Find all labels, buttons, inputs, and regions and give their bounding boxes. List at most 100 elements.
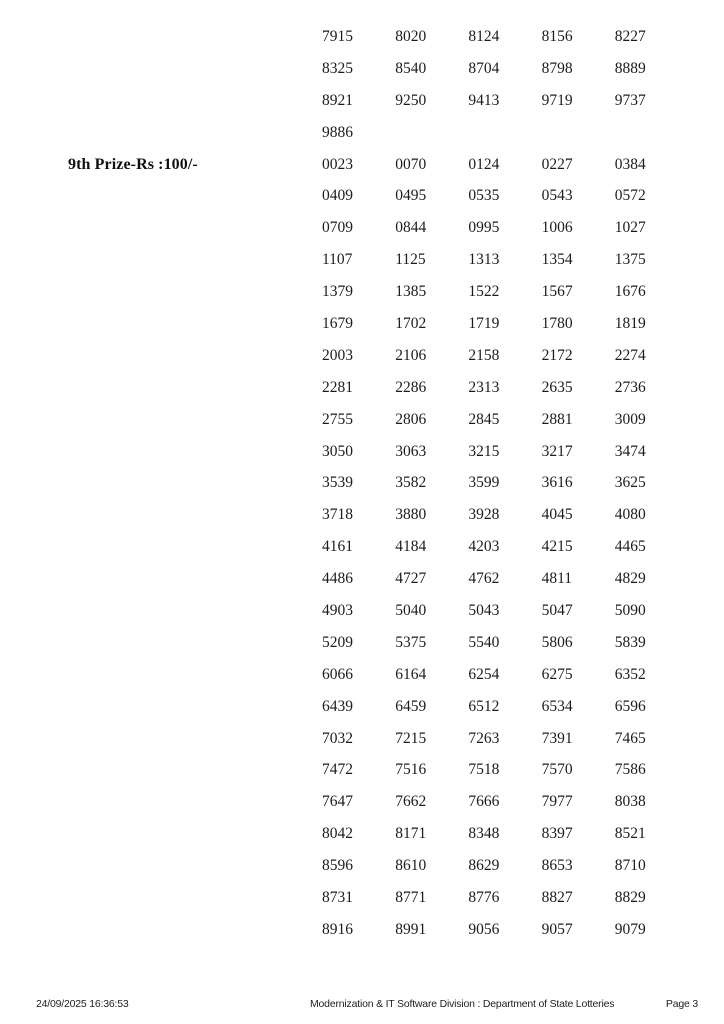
draw-number: 7518	[468, 761, 500, 779]
draw-number: 8171	[395, 825, 427, 843]
result-row: 0409 0495 0535 0543 0572	[0, 180, 724, 212]
draw-number: 4215	[541, 538, 573, 556]
draw-number: 9413	[468, 91, 500, 109]
draw-number: 1567	[541, 283, 573, 301]
draw-number: 4161	[322, 538, 353, 556]
draw-number: 7666	[468, 793, 500, 811]
draw-number: 8704	[468, 59, 500, 77]
draw-number: 0070	[395, 155, 427, 173]
draw-number: 8156	[541, 27, 573, 45]
draw-number: 2281	[322, 378, 353, 396]
draw-number: 1006	[541, 219, 573, 237]
draw-number: 2881	[541, 410, 573, 428]
footer-page-number: Page 3	[665, 998, 698, 1010]
draw-number: 5043	[468, 601, 500, 619]
draw-number: 6352	[614, 665, 646, 683]
draw-number: 1819	[614, 314, 646, 332]
draw-number: 4727	[395, 570, 427, 588]
draw-number: 6164	[395, 665, 427, 683]
draw-number: 1679	[322, 314, 353, 332]
draw-number: 7570	[541, 761, 573, 779]
draw-number: 3616	[541, 474, 573, 492]
result-row: 2281 2286 2313 2635 2736	[0, 372, 724, 404]
draw-number: 8042	[322, 825, 353, 843]
draw-number: 3718	[322, 506, 353, 524]
draw-number: 7662	[395, 793, 427, 811]
draw-number: 5375	[395, 633, 427, 651]
draw-number: 9056	[468, 920, 500, 938]
draw-number: 0844	[395, 219, 427, 237]
draw-number: 9886	[322, 123, 353, 141]
result-row: 8916 8991 9056 9057 9079	[0, 914, 724, 946]
draw-number: 7391	[541, 729, 573, 747]
draw-number: 1522	[468, 283, 500, 301]
result-row: 7915 8020 8124 8156 8227	[0, 21, 724, 53]
draw-number: 8771	[395, 888, 427, 906]
draw-number: 0709	[322, 219, 353, 237]
draw-number: 8827	[541, 888, 573, 906]
result-row: 6439 6459 6512 6534 6596	[0, 691, 724, 723]
draw-number: 8921	[322, 91, 353, 109]
draw-number: 4811	[541, 570, 572, 588]
draw-number: 1027	[614, 219, 646, 237]
draw-number: 2172	[541, 346, 573, 364]
result-row: 7647 7662 7666 7977 8038	[0, 786, 724, 818]
draw-number: 9737	[614, 91, 646, 109]
draw-number: 4762	[468, 570, 500, 588]
result-row: 2755 2806 2845 2881 3009	[0, 404, 724, 436]
draw-number: 2158	[468, 346, 500, 364]
draw-number: 8124	[468, 27, 500, 45]
draw-number: 0124	[468, 155, 500, 173]
footer-division: Modernization & IT Software Division : D…	[310, 998, 615, 1010]
draw-number: 5040	[395, 601, 427, 619]
draw-number: 8889	[614, 59, 646, 77]
draw-number: 8776	[468, 888, 500, 906]
draw-number: 6534	[541, 697, 573, 715]
result-row: 3050 3063 3215 3217 3474	[0, 436, 724, 468]
draw-number: 7915	[322, 27, 353, 45]
draw-number: 2313	[468, 378, 500, 396]
draw-number: 3474	[614, 442, 646, 460]
draw-number: 2003	[322, 346, 353, 364]
draw-number: 3582	[395, 474, 427, 492]
draw-number: 8731	[322, 888, 353, 906]
result-row: 8042 8171 8348 8397 8521	[0, 818, 724, 850]
draw-number: 5806	[541, 633, 573, 651]
draw-number: 3050	[322, 442, 353, 460]
draw-number: 4486	[322, 570, 353, 588]
draw-number: 6439	[322, 697, 353, 715]
draw-number: 5839	[614, 633, 646, 651]
result-row: 9th Prize-Rs :100/- 0023 0070 0124 0227 0384	[0, 149, 724, 181]
draw-number: 8629	[468, 857, 500, 875]
draw-number: 8991	[395, 920, 427, 938]
draw-number: 8348	[468, 825, 500, 843]
draw-number: 4080	[614, 506, 646, 524]
draw-number: 3928	[468, 506, 500, 524]
draw-number: 8325	[322, 59, 353, 77]
draw-number: 7465	[614, 729, 646, 747]
draw-number: 3215	[468, 442, 500, 460]
draw-number: 6066	[322, 665, 353, 683]
draw-number: 7263	[468, 729, 500, 747]
draw-number: 2736	[614, 378, 646, 396]
draw-number: 8038	[614, 793, 646, 811]
draw-number: 7472	[322, 761, 353, 779]
draw-number: 0995	[468, 219, 500, 237]
draw-number: 7977	[541, 793, 573, 811]
draw-number: 8540	[395, 59, 427, 77]
number-grid: 7915 8020 8124 8156 8227 8325 8540 8704 8798 8889…	[0, 21, 724, 946]
result-row: 1107 1125 1313 1354 1375	[0, 244, 724, 276]
page-footer: 24/09/2025 16:36:53 Modernization & IT S…	[0, 996, 724, 1014]
result-row: 3718 3880 3928 4045 4080	[0, 499, 724, 531]
draw-number: 1780	[541, 314, 573, 332]
result-row: 4903 5040 5043 5047 5090	[0, 595, 724, 627]
draw-number: 1354	[541, 251, 573, 269]
result-row: 8325 8540 8704 8798 8889	[0, 53, 724, 85]
draw-number: 6254	[468, 665, 500, 683]
result-row: 8596 8610 8629 8653 8710	[0, 850, 724, 882]
draw-number: 0495	[395, 187, 427, 205]
draw-number: 9250	[395, 91, 427, 109]
draw-number: 0409	[322, 187, 353, 205]
result-row: 2003 2106 2158 2172 2274	[0, 340, 724, 372]
